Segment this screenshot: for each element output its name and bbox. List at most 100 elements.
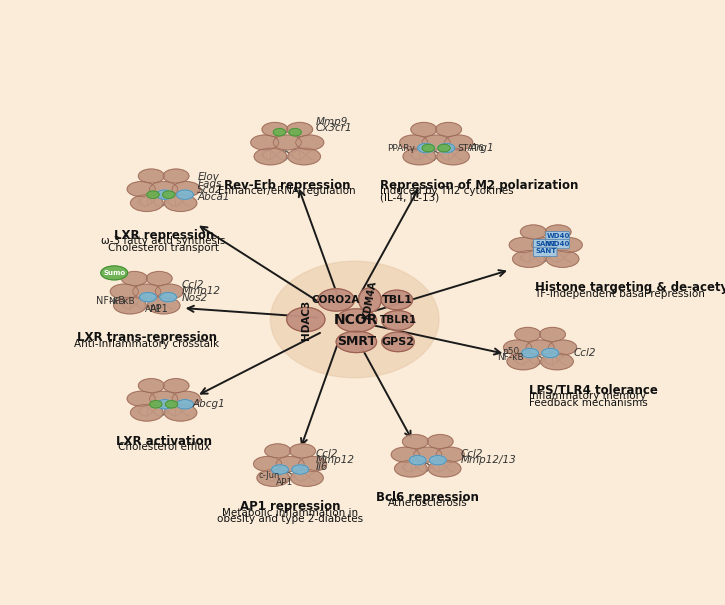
- Ellipse shape: [273, 135, 302, 150]
- Ellipse shape: [504, 340, 531, 355]
- Ellipse shape: [262, 122, 288, 136]
- Ellipse shape: [299, 456, 326, 471]
- Text: Enhancer/eRNA regulation: Enhancer/eRNA regulation: [218, 186, 356, 196]
- Ellipse shape: [296, 135, 324, 150]
- Ellipse shape: [146, 191, 160, 198]
- Text: WD40: WD40: [547, 241, 570, 247]
- Ellipse shape: [155, 284, 183, 299]
- Text: AP1 repression: AP1 repression: [240, 500, 340, 513]
- Ellipse shape: [133, 284, 161, 299]
- Text: Repression of M2 polarization: Repression of M2 polarization: [380, 179, 579, 192]
- Text: NF-κB: NF-κB: [96, 296, 125, 306]
- Ellipse shape: [276, 456, 304, 471]
- Text: Mmp12/13: Mmp12/13: [460, 455, 516, 465]
- Ellipse shape: [438, 145, 450, 152]
- Ellipse shape: [254, 148, 286, 165]
- FancyBboxPatch shape: [534, 240, 557, 249]
- Ellipse shape: [444, 135, 473, 150]
- Ellipse shape: [545, 225, 571, 239]
- Text: NF-κB: NF-κB: [497, 353, 524, 362]
- Text: c-Jun: c-Jun: [258, 471, 279, 480]
- Ellipse shape: [336, 331, 376, 353]
- Ellipse shape: [359, 288, 381, 312]
- Text: KDM4A: KDM4A: [362, 280, 378, 320]
- Ellipse shape: [513, 250, 545, 267]
- Text: Ccl2: Ccl2: [460, 449, 483, 459]
- Ellipse shape: [438, 143, 455, 152]
- Ellipse shape: [251, 135, 279, 150]
- Text: LPS/TLR4 tolerance: LPS/TLR4 tolerance: [529, 384, 658, 397]
- Ellipse shape: [157, 400, 173, 409]
- Ellipse shape: [381, 332, 414, 352]
- Ellipse shape: [515, 327, 541, 341]
- Ellipse shape: [422, 135, 450, 150]
- Text: Mmp9: Mmp9: [315, 117, 348, 126]
- Ellipse shape: [318, 289, 355, 311]
- Text: NCOR: NCOR: [334, 313, 378, 327]
- Text: WD40: WD40: [547, 233, 570, 238]
- Ellipse shape: [381, 290, 413, 310]
- Ellipse shape: [429, 456, 447, 465]
- Ellipse shape: [336, 309, 376, 332]
- Text: Inflammatory memory: Inflammatory memory: [529, 391, 646, 401]
- Ellipse shape: [291, 465, 309, 474]
- Ellipse shape: [149, 401, 162, 408]
- Text: HDAC3: HDAC3: [301, 299, 311, 339]
- Ellipse shape: [139, 292, 157, 302]
- Ellipse shape: [165, 195, 196, 211]
- Ellipse shape: [138, 379, 165, 393]
- Ellipse shape: [149, 182, 178, 197]
- Ellipse shape: [286, 307, 325, 332]
- Ellipse shape: [163, 379, 189, 393]
- Text: SANT: SANT: [535, 241, 556, 247]
- FancyBboxPatch shape: [534, 247, 557, 257]
- Ellipse shape: [127, 182, 155, 197]
- Ellipse shape: [147, 297, 180, 314]
- Ellipse shape: [127, 391, 155, 406]
- Text: Ccl2: Ccl2: [574, 348, 597, 358]
- Ellipse shape: [270, 261, 439, 378]
- Ellipse shape: [542, 348, 559, 358]
- Ellipse shape: [539, 327, 566, 341]
- Text: Ccl2: Ccl2: [315, 449, 338, 459]
- Ellipse shape: [507, 353, 539, 370]
- Text: LXR trans-repression: LXR trans-repression: [77, 331, 217, 344]
- Text: Ccl2: Ccl2: [182, 280, 204, 290]
- Ellipse shape: [288, 148, 320, 165]
- Text: NF-κB: NF-κB: [108, 297, 135, 306]
- Text: p50: p50: [502, 347, 520, 356]
- Text: Il6: Il6: [315, 462, 328, 472]
- Text: LXR activation: LXR activation: [116, 435, 212, 448]
- Ellipse shape: [392, 447, 419, 462]
- Ellipse shape: [172, 391, 200, 406]
- Ellipse shape: [418, 143, 434, 152]
- Ellipse shape: [509, 238, 537, 252]
- Ellipse shape: [526, 340, 554, 355]
- Text: SMRT: SMRT: [337, 335, 376, 348]
- Text: AP1: AP1: [145, 305, 162, 314]
- Text: CORO2A: CORO2A: [312, 295, 360, 305]
- Ellipse shape: [149, 391, 178, 406]
- Text: ω-3 fatty acid synthesis: ω-3 fatty acid synthesis: [102, 236, 226, 246]
- Ellipse shape: [411, 122, 436, 136]
- Ellipse shape: [531, 238, 560, 252]
- Ellipse shape: [122, 272, 147, 286]
- Ellipse shape: [402, 434, 428, 448]
- Ellipse shape: [521, 348, 539, 358]
- Text: Metabolic inflammation in: Metabolic inflammation in: [222, 508, 358, 518]
- Ellipse shape: [177, 190, 194, 199]
- Ellipse shape: [549, 340, 576, 355]
- Ellipse shape: [554, 238, 582, 252]
- Ellipse shape: [436, 447, 464, 462]
- Text: Arg1: Arg1: [470, 143, 494, 153]
- Text: TBLR1: TBLR1: [379, 315, 417, 325]
- Ellipse shape: [162, 191, 175, 198]
- Ellipse shape: [165, 404, 196, 421]
- Text: AP1: AP1: [276, 478, 293, 487]
- Ellipse shape: [273, 128, 286, 136]
- Ellipse shape: [254, 456, 281, 471]
- Ellipse shape: [428, 460, 461, 477]
- Text: TBL1: TBL1: [381, 295, 413, 305]
- Ellipse shape: [157, 190, 173, 199]
- Ellipse shape: [521, 225, 547, 239]
